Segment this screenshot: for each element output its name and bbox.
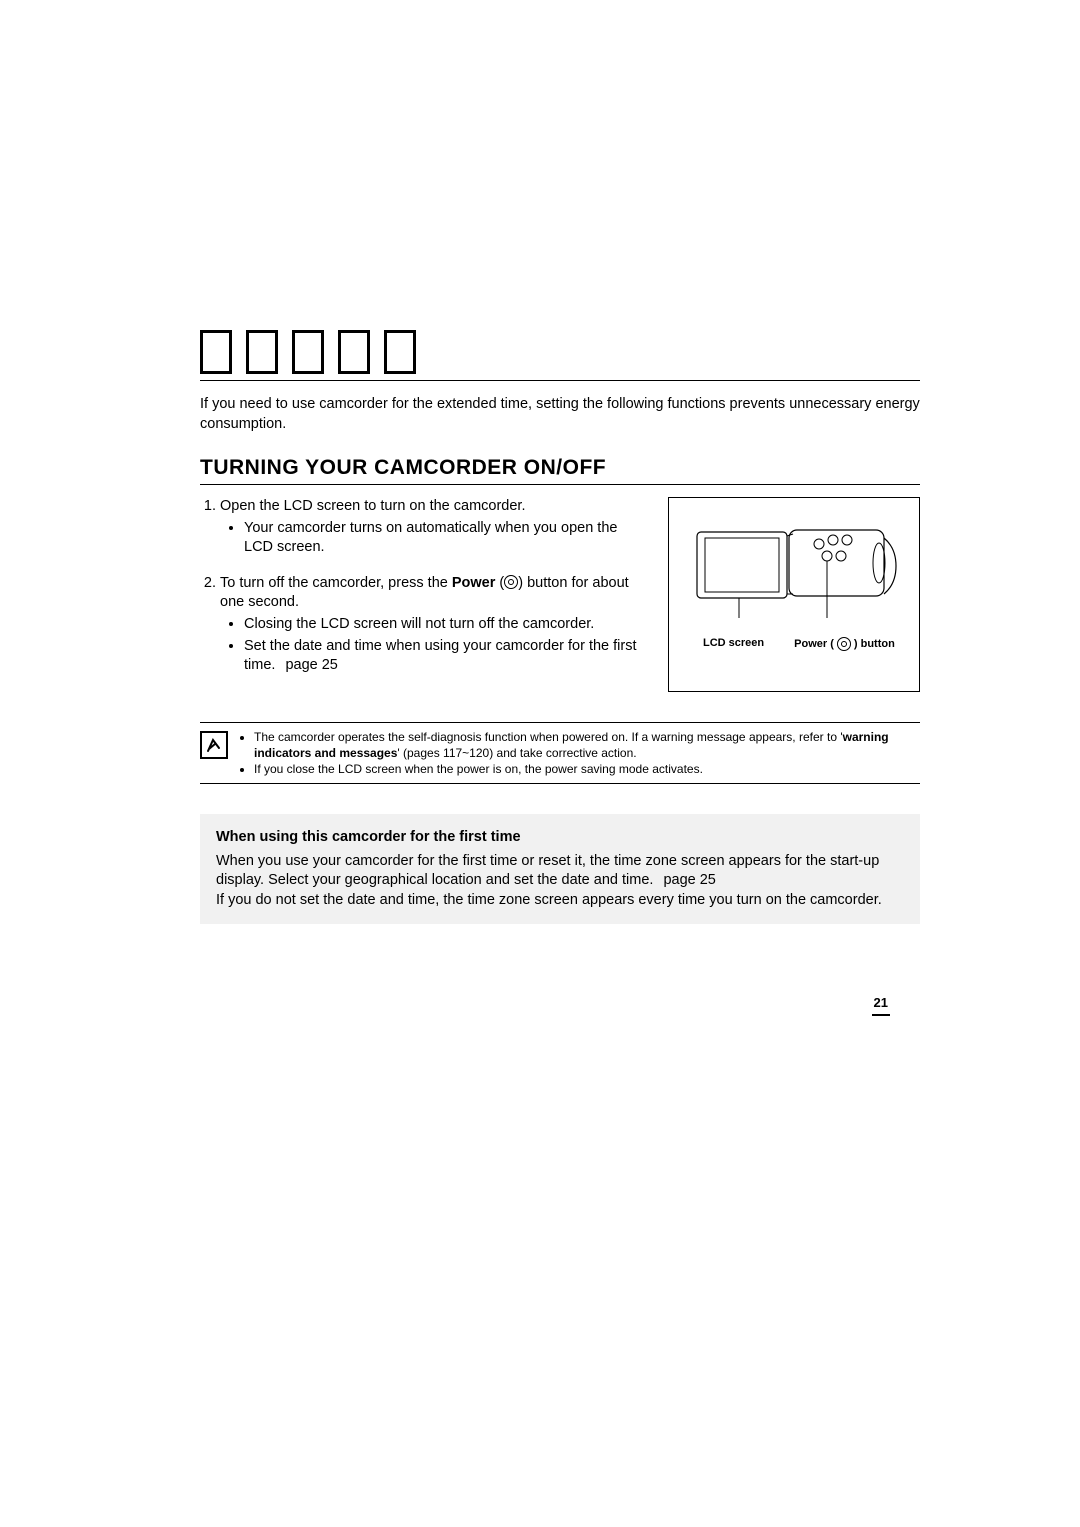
- step-2-bullet-2: Set the date and time when using your ca…: [244, 637, 648, 676]
- step-1-text: Open the LCD screen to turn on the camco…: [220, 498, 525, 514]
- step-1: Open the LCD screen to turn on the camco…: [220, 497, 648, 558]
- power-icon: [837, 637, 851, 651]
- step-1-bullet-1: Your camcorder turns on automatically wh…: [244, 519, 648, 558]
- figure-caption-row: LCD screen Power ( ) button: [679, 637, 909, 651]
- step-2-bullet-1: Closing the LCD screen will not turn off…: [244, 615, 648, 635]
- caption-lcd: LCD screen: [703, 637, 764, 651]
- figure-box: LCD screen Power ( ) button: [668, 497, 920, 692]
- page-number: 21: [872, 995, 890, 1016]
- note-icon: [200, 731, 228, 759]
- note-1-tail: ' (pages 117~120) and take corrective ac…: [397, 746, 636, 760]
- power-label: Power: [452, 575, 496, 591]
- instruction-column: Open the LCD screen to turn on the camco…: [200, 497, 648, 692]
- instruction-row: Open the LCD screen to turn on the camco…: [200, 497, 920, 692]
- chapter-title: [200, 330, 920, 381]
- page-ref: page 25: [663, 872, 715, 888]
- intro-text: If you need to use camcorder for the ext…: [200, 395, 920, 434]
- caption-power: Power ( ) button: [794, 637, 895, 651]
- title-glyph: [246, 330, 278, 374]
- title-glyph: [292, 330, 324, 374]
- section-heading: TURNING YOUR CAMCORDER ON/OFF: [200, 456, 920, 485]
- caption-power-lead: Power (: [794, 638, 834, 650]
- manual-page: If you need to use camcorder for the ext…: [200, 330, 920, 924]
- title-glyph: [338, 330, 370, 374]
- caption-power-tail: ) button: [854, 638, 895, 650]
- first-time-lead: When you use your camcorder for the firs…: [216, 853, 879, 889]
- note-1-lead: The camcorder operates the self-diagnosi…: [254, 730, 843, 744]
- power-icon: [504, 575, 518, 589]
- note-block: The camcorder operates the self-diagnosi…: [200, 722, 920, 785]
- camcorder-illustration: [679, 508, 909, 626]
- title-glyph: [200, 330, 232, 374]
- step-2: To turn off the camcorder, press the Pow…: [220, 574, 648, 676]
- first-time-tail: If you do not set the date and time, the…: [216, 892, 882, 908]
- note-list: The camcorder operates the self-diagnosi…: [238, 729, 920, 778]
- note-icon-cell: [200, 729, 228, 778]
- first-time-title: When using this camcorder for the first …: [216, 828, 904, 848]
- first-time-box: When using this camcorder for the first …: [200, 814, 920, 924]
- title-glyph: [384, 330, 416, 374]
- note-item-2: If you close the LCD screen when the pow…: [254, 761, 920, 777]
- first-time-body: When you use your camcorder for the firs…: [216, 852, 904, 911]
- page-ref: page 25: [285, 657, 337, 673]
- note-item-1: The camcorder operates the self-diagnosi…: [254, 729, 920, 761]
- step-2-lead: To turn off the camcorder, press the: [220, 575, 452, 591]
